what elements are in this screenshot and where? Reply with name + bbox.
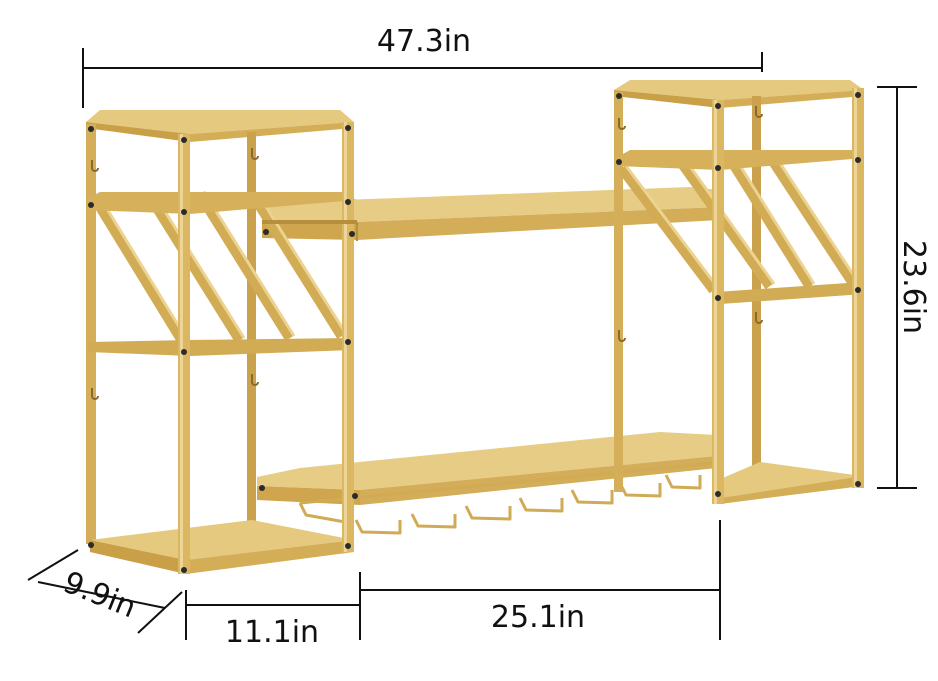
- left-top-panel: [86, 110, 354, 134]
- depth-label: 9.9in: [58, 565, 141, 626]
- height-label: 23.6in: [896, 240, 931, 334]
- side-width-label: 11.1in: [225, 615, 319, 650]
- middle-width-label: 25.1in: [491, 600, 585, 635]
- middle-lower-shelf: [257, 432, 717, 490]
- left-bottom-panel: [90, 520, 354, 560]
- right-tower: [614, 80, 864, 504]
- dimension-lines: [27, 48, 917, 640]
- left-tower: [86, 110, 356, 574]
- right-bottom-panel: [718, 462, 862, 498]
- middle-upper-shelf: [262, 187, 720, 224]
- total-width-label: 47.3in: [377, 24, 471, 59]
- middle-shelf-fronts: [259, 220, 358, 499]
- right-top-panel: [614, 80, 864, 100]
